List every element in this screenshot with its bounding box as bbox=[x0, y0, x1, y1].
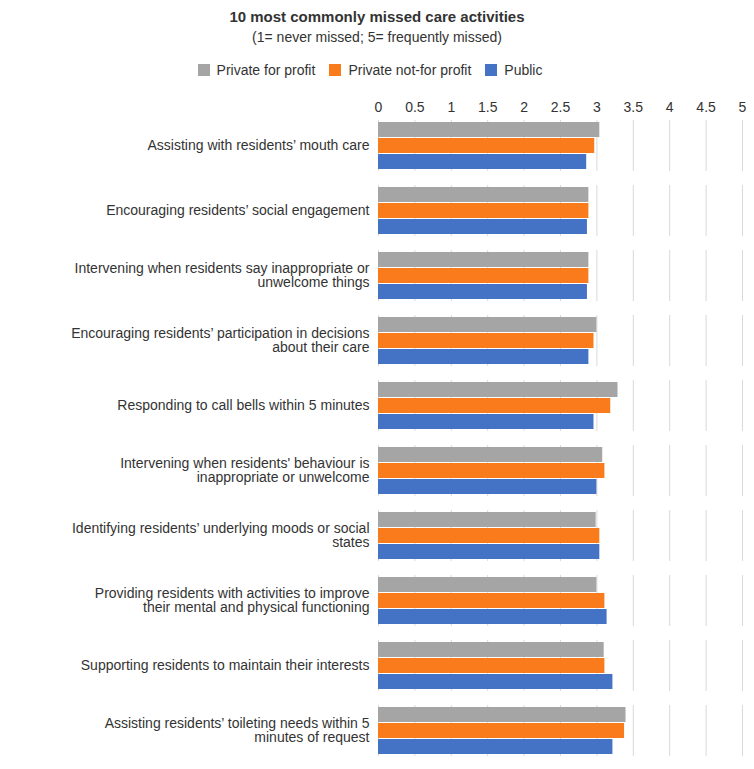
svg-text:Providing residents with activ: Providing residents with activities to i… bbox=[95, 585, 370, 615]
svg-text:Intervening when residents' be: Intervening when residents' behaviour is… bbox=[120, 455, 370, 485]
svg-text:3: 3 bbox=[593, 99, 601, 115]
svg-text:0.5: 0.5 bbox=[405, 99, 425, 115]
svg-text:Responding to call bells withi: Responding to call bells within 5 minute… bbox=[117, 397, 369, 413]
svg-text:4.5: 4.5 bbox=[696, 99, 716, 115]
svg-text:2.5: 2.5 bbox=[551, 99, 571, 115]
html-text:Private for profit: Private for profit bbox=[216, 61, 316, 78]
html-text:(1= never missed; 5= frequentl: (1= never missed; 5= frequently missed) bbox=[252, 29, 502, 45]
svg-text:3.5: 3.5 bbox=[624, 99, 644, 115]
svg-text:1: 1 bbox=[447, 99, 455, 115]
svg-text:4: 4 bbox=[666, 99, 674, 115]
svg-text:Supporting residents to mainta: Supporting residents to maintain their i… bbox=[81, 657, 370, 673]
svg-text:5: 5 bbox=[739, 99, 747, 115]
html-text:Private not-for profit: Private not-for profit bbox=[348, 61, 472, 78]
svg-text:Assisting with residents’ mout: Assisting with residents’ mouth care bbox=[147, 137, 369, 153]
svg-text:Identifying residents’ underly: Identifying residents’ underlying moods … bbox=[72, 520, 370, 550]
svg-text:Encouraging residents’ social: Encouraging residents’ social engagement bbox=[106, 202, 369, 218]
html-text:10 most commonly missed care a: 10 most commonly missed care activities bbox=[229, 8, 525, 25]
html-text:Public: Public bbox=[504, 61, 543, 78]
svg-text:1.5: 1.5 bbox=[478, 99, 498, 115]
svg-text:Intervening when residents say: Intervening when residents say inappropr… bbox=[75, 260, 370, 290]
svg-text:2: 2 bbox=[520, 99, 528, 115]
svg-text:Encouraging residents’ partici: Encouraging residents’ participation in … bbox=[71, 325, 370, 355]
svg-text:Assisting residents’ toileting: Assisting residents’ toileting needs wit… bbox=[105, 715, 370, 745]
svg-text:0: 0 bbox=[375, 99, 383, 115]
